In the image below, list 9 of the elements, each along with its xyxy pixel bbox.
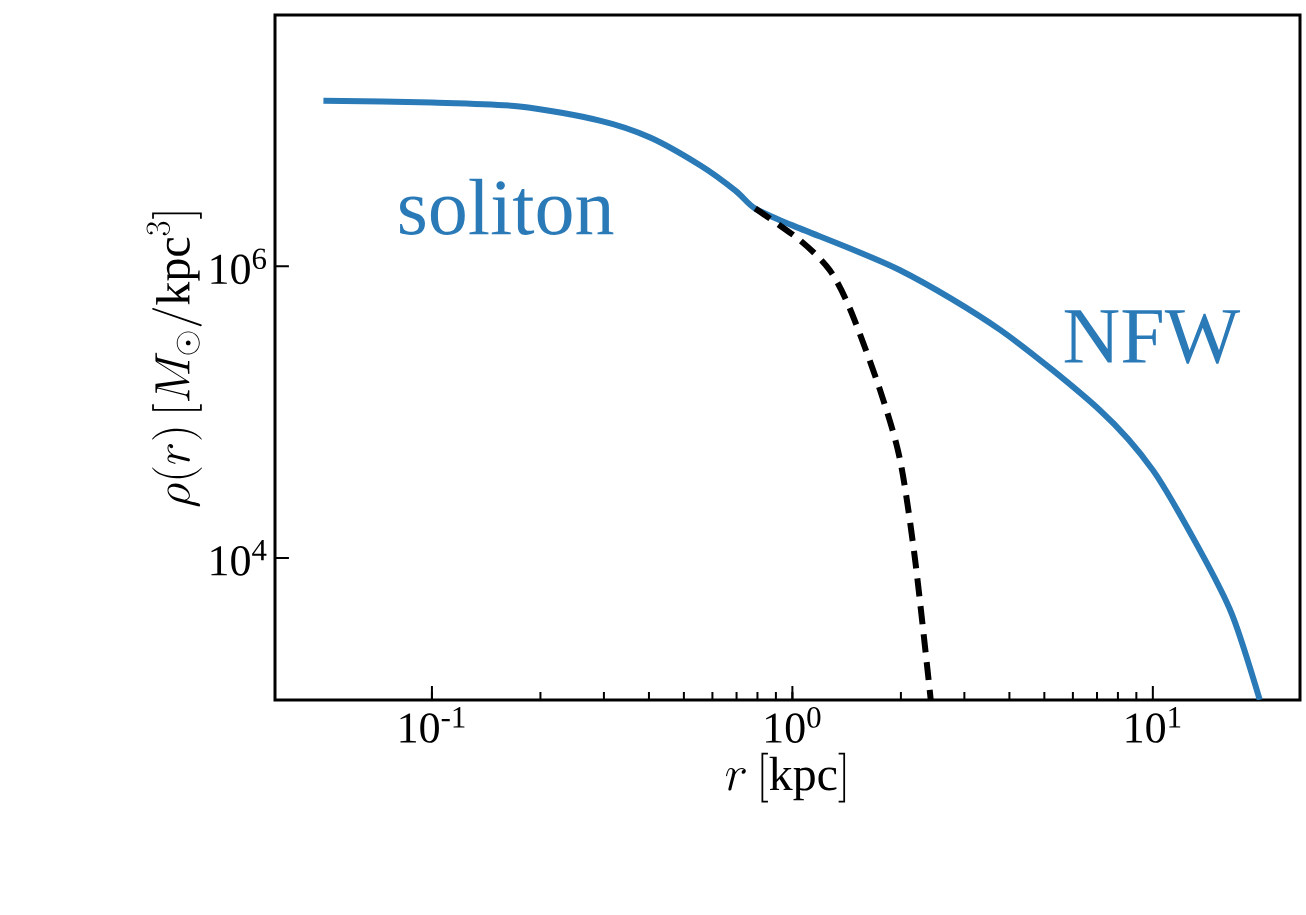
x-tick-label: 10$^{0}$: [766, 707, 821, 744]
annotation: soliton: [400, 178, 614, 235]
y-axis-title: $\rho(r)\,[M_\odot/\mathrm{kpc}^3]$: [146, 212, 202, 507]
x-axis-title: $r\,[\mathrm{kpc}]$: [725, 752, 846, 803]
x-tick-label: 10$^{1}$: [1126, 707, 1181, 743]
y-tick-label: 10$^{6}$: [211, 248, 267, 285]
annotation: NFW: [1064, 310, 1241, 364]
y-tick-label: 10$^{4}$: [211, 540, 267, 576]
x-tick-label: 10$^{-1}$: [400, 707, 465, 743]
